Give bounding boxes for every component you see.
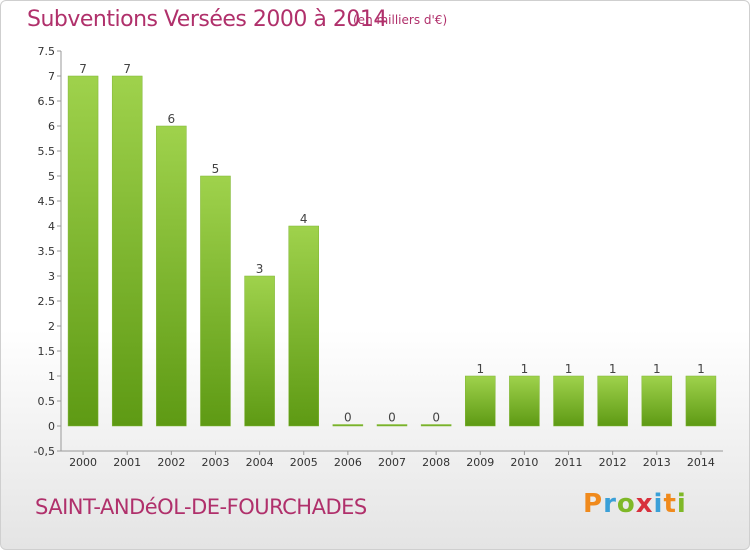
bars-group: 7 7 6 5 3 4 0 0 0 1 1 1 1 1 1 <box>67 62 717 427</box>
x-tick-label-2007: 2007 <box>378 456 406 469</box>
bar-2011 <box>553 375 584 427</box>
bar-2013 <box>641 375 673 427</box>
x-tick-label-2003: 2003 <box>201 456 229 469</box>
bar-2000 <box>67 75 99 427</box>
bar-2008 <box>420 424 452 427</box>
x-tick-label-2009: 2009 <box>466 456 494 469</box>
data-label-2014: 1 <box>697 362 705 376</box>
x-tick-label-2005: 2005 <box>290 456 318 469</box>
bar-2005 <box>288 225 319 427</box>
x-tick-label-2011: 2011 <box>555 456 583 469</box>
x-tick-label-2006: 2006 <box>334 456 362 469</box>
bar-2012 <box>597 375 628 427</box>
data-label-2006: 0 <box>344 411 352 425</box>
y-tick-label: 0 <box>48 420 55 433</box>
data-label-2000: 7 <box>79 62 87 76</box>
y-tick-label: 4.5 <box>38 195 56 208</box>
x-tick-label-2008: 2008 <box>422 456 450 469</box>
y-tick-label: -0,5 <box>34 445 55 458</box>
y-tick-label: 6 <box>48 120 55 133</box>
y-tick-label: 2.5 <box>38 295 56 308</box>
y-tick-label: 3 <box>48 270 55 283</box>
y-tick-label: 5.5 <box>38 145 56 158</box>
bar-2006 <box>332 424 364 427</box>
y-tick-label: 6.5 <box>38 95 56 108</box>
chart-title: Subventions Versées 2000 à 2014 <box>27 7 387 32</box>
bar-2014 <box>685 375 717 427</box>
data-label-2003: 5 <box>212 162 220 176</box>
data-label-2011: 1 <box>565 362 573 376</box>
x-axis-ticks: 2000 2001 2002 2003 2004 2005 2006 2007 2008 2009… <box>69 451 715 469</box>
proxiti-logo[interactable]: Proxiti <box>583 489 687 519</box>
x-tick-label-2001: 2001 <box>113 456 141 469</box>
bar-2004 <box>244 275 275 427</box>
y-tick-label: 1.5 <box>38 345 56 358</box>
y-tick-label: 3.5 <box>38 245 56 258</box>
chart-subtitle: (en milliers d'€) <box>353 13 448 27</box>
bar-2002 <box>156 125 187 427</box>
x-tick-label-2010: 2010 <box>510 456 538 469</box>
data-label-2009: 1 <box>476 362 484 376</box>
bar-2010 <box>509 375 540 427</box>
y-tick-label: 7.5 <box>38 45 56 58</box>
bar-2007 <box>376 424 408 427</box>
bar-2003 <box>200 175 231 427</box>
x-tick-label-2012: 2012 <box>599 456 627 469</box>
data-label-2004: 3 <box>256 262 264 276</box>
data-label-2001: 7 <box>123 62 131 76</box>
x-tick-label-2014: 2014 <box>687 456 715 469</box>
data-label-2012: 1 <box>609 362 617 376</box>
data-label-2007: 0 <box>388 411 396 425</box>
bar-2009 <box>465 375 496 427</box>
x-tick-label-2000: 2000 <box>69 456 97 469</box>
bar-2001 <box>111 75 143 427</box>
x-tick-label-2004: 2004 <box>246 456 274 469</box>
data-label-2013: 1 <box>653 362 661 376</box>
y-tick-label: 2 <box>48 320 55 333</box>
y-tick-label: 5 <box>48 170 55 183</box>
data-label-2005: 4 <box>300 212 308 226</box>
data-label-2002: 6 <box>168 112 176 126</box>
x-tick-label-2013: 2013 <box>643 456 671 469</box>
y-tick-label: 4 <box>48 220 55 233</box>
data-label-2010: 1 <box>521 362 529 376</box>
y-tick-label: 1 <box>48 370 55 383</box>
x-tick-label-2002: 2002 <box>157 456 185 469</box>
y-axis-ticks: -0,5 0 0.5 1 1.5 2 2.5 3 3.5 4 4.5 5 5.5 6 6.5 7 7.5 <box>34 45 61 458</box>
y-tick-label: 7 <box>48 70 55 83</box>
commune-name: SAINT-ANDéOL-DE-FOURCHADES <box>35 495 367 519</box>
data-label-2008: 0 <box>432 411 440 425</box>
y-tick-label: 0.5 <box>38 395 56 408</box>
